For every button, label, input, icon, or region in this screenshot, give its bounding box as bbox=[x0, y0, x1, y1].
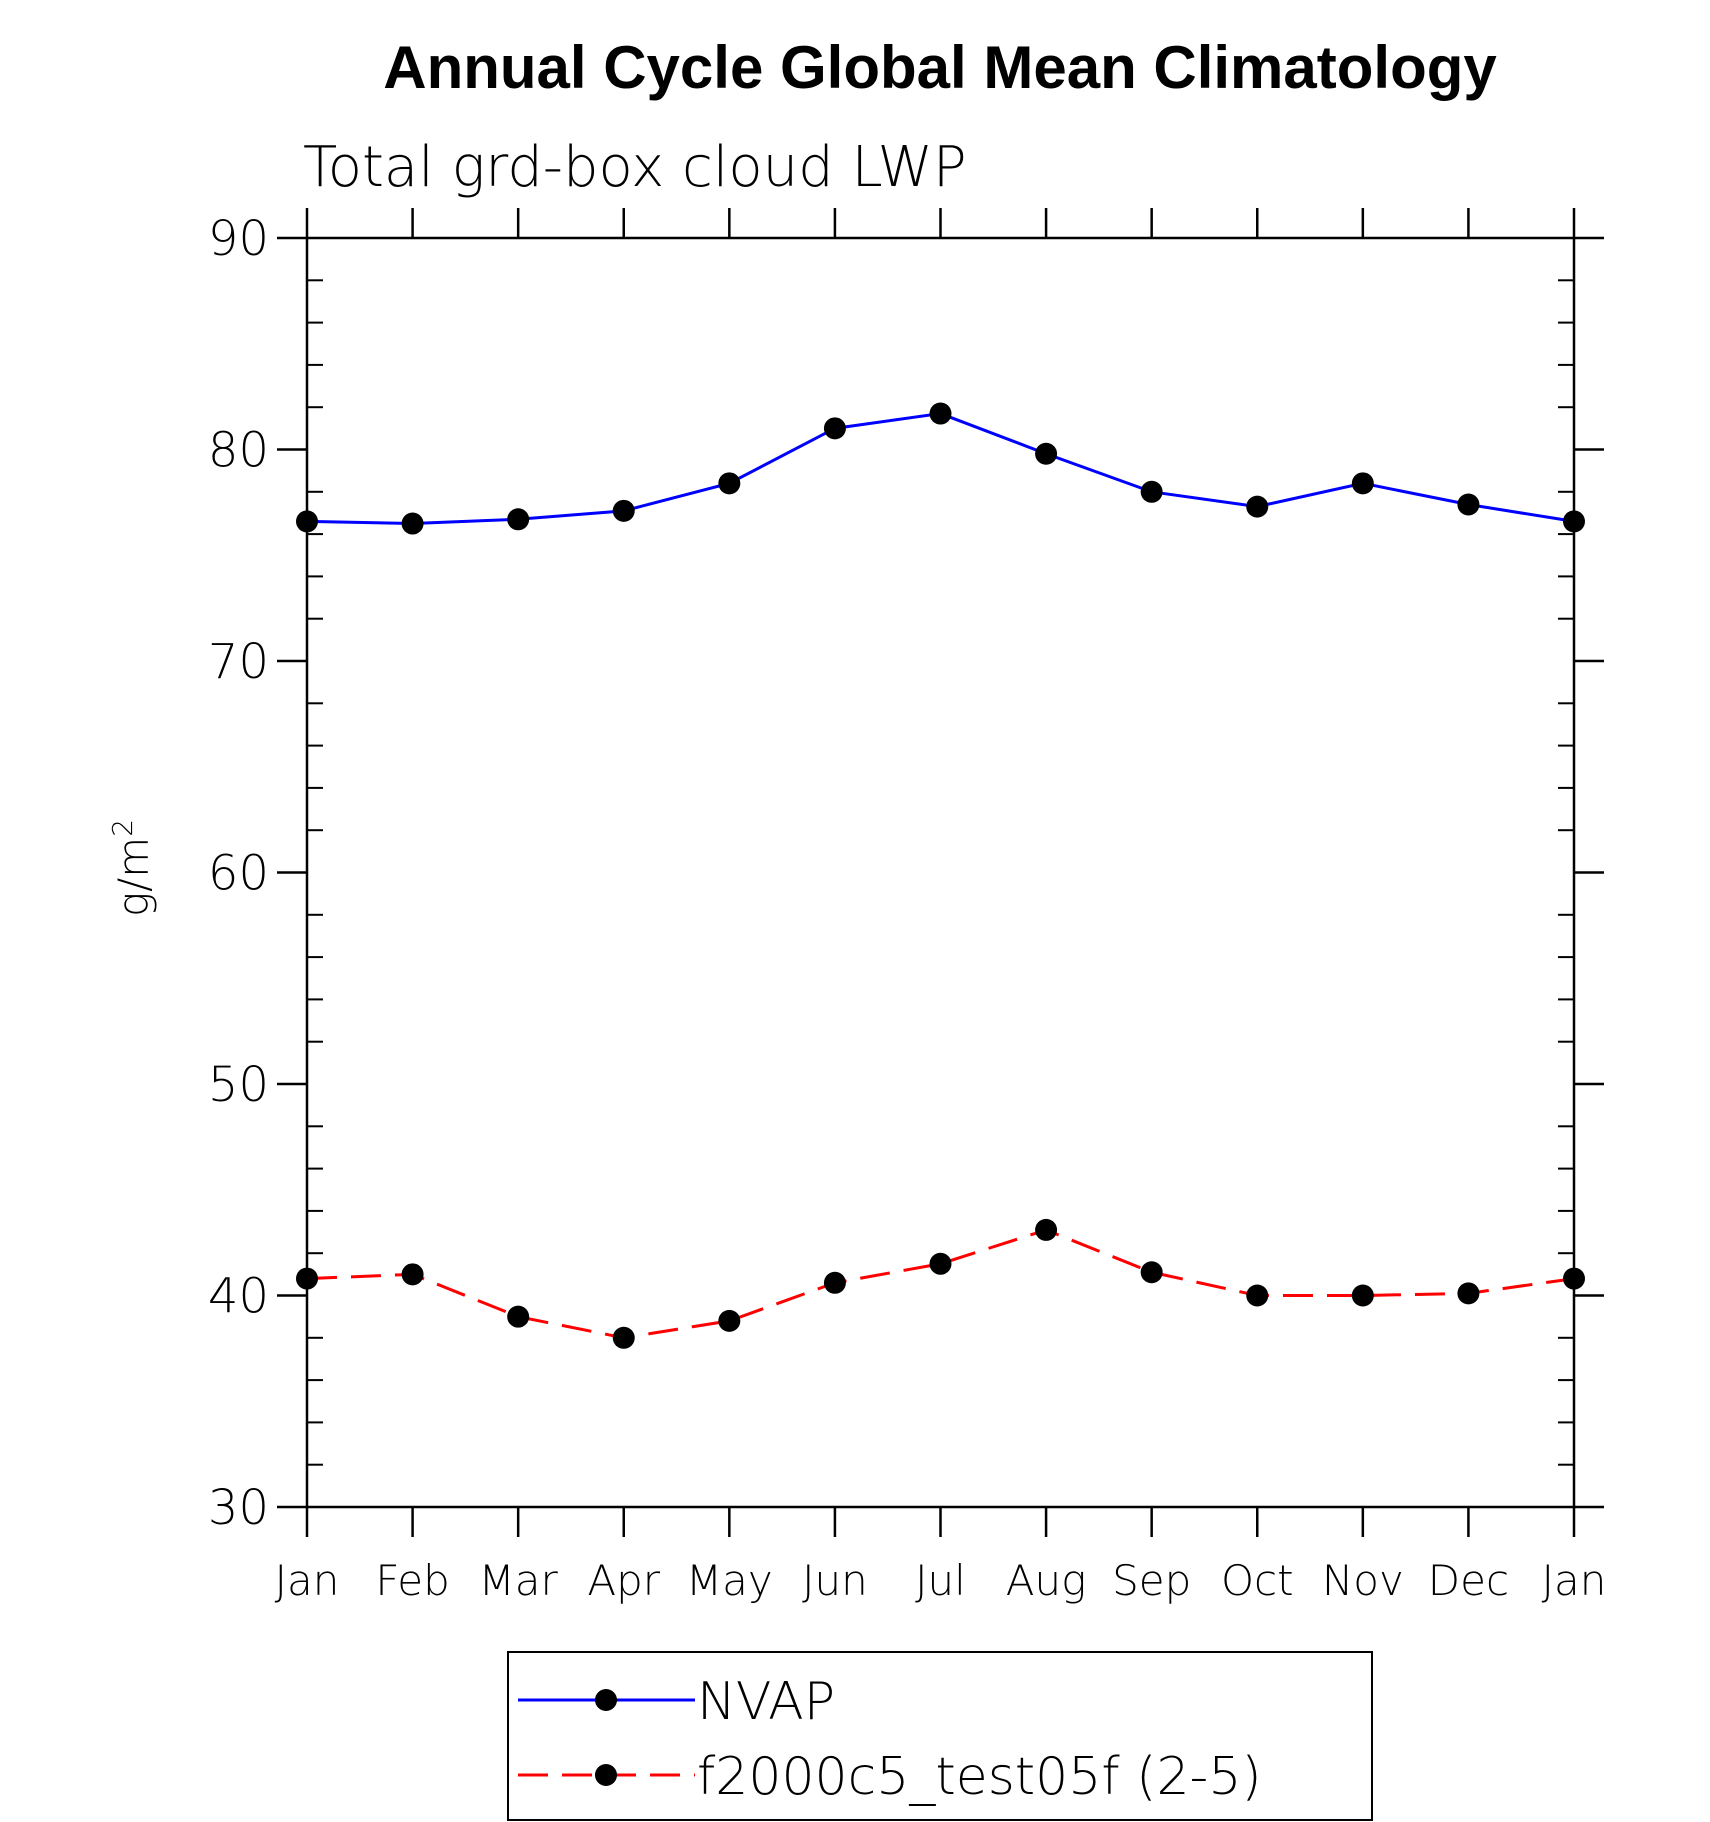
chart-subtitle: Total grd-box cloud LWP bbox=[303, 135, 967, 200]
series-line-1 bbox=[306, 412, 1575, 526]
series-1-point bbox=[929, 402, 952, 425]
legend-marker-2 bbox=[595, 1764, 617, 1786]
y-tick-label: 60 bbox=[208, 846, 269, 902]
series-1-point bbox=[507, 508, 530, 531]
series-2-point bbox=[296, 1267, 318, 1290]
y-tick-label: 80 bbox=[208, 423, 269, 479]
series-1-point bbox=[612, 499, 635, 522]
series-2-point bbox=[1246, 1284, 1269, 1307]
x-tick-label: Aug bbox=[1006, 1556, 1087, 1605]
x-tick-label: Apr bbox=[587, 1556, 660, 1605]
series-2-point bbox=[823, 1271, 846, 1294]
plot-frame bbox=[305, 236, 1576, 1509]
chart-title: Annual Cycle Global Mean Climatology bbox=[383, 34, 1497, 101]
legend-box bbox=[507, 1651, 1373, 1821]
series-2-point bbox=[718, 1309, 741, 1332]
series-1-point bbox=[401, 512, 424, 535]
x-tick-label: Jan bbox=[275, 1556, 340, 1605]
legend-marker-1 bbox=[595, 1689, 617, 1711]
y-axis-label-base: g/m bbox=[109, 837, 158, 917]
series-1-point bbox=[296, 510, 318, 533]
x-tick-label: Nov bbox=[1322, 1556, 1404, 1605]
y-axis-label: g/m2 bbox=[106, 819, 158, 917]
x-tick-label: May bbox=[686, 1556, 773, 1605]
y-tick-label: 70 bbox=[208, 634, 269, 690]
y-tick-label: 90 bbox=[208, 211, 269, 267]
y-tick-label: 40 bbox=[208, 1269, 269, 1325]
series-2-point bbox=[929, 1252, 952, 1275]
series-1-point bbox=[1140, 480, 1163, 503]
legend-label-2: f2000c5_test05f (2-5) bbox=[697, 1747, 1262, 1807]
axes: Jan Feb Mar Apr May Jun Jul Aug Sep Oct Nov Dec Jan3… bbox=[208, 208, 1606, 1605]
series-2-point bbox=[1563, 1267, 1585, 1290]
x-tick-label: Jan bbox=[1542, 1556, 1607, 1605]
x-tick-label: Jun bbox=[802, 1556, 868, 1605]
series-2-point bbox=[1035, 1218, 1058, 1241]
y-tick-label: 50 bbox=[208, 1057, 269, 1113]
series-2-point bbox=[1140, 1261, 1163, 1284]
data-series bbox=[296, 402, 1585, 1349]
legend: NVAP f2000c5_test05f (2-5) bbox=[507, 1651, 1373, 1821]
series-2-point bbox=[1351, 1284, 1374, 1307]
x-tick-label: Oct bbox=[1221, 1556, 1294, 1605]
series-1-point bbox=[1035, 442, 1058, 465]
legend-label-1: NVAP bbox=[697, 1672, 835, 1732]
series-1-point bbox=[1246, 495, 1269, 518]
series-2-point bbox=[612, 1326, 635, 1349]
series-1-point bbox=[1457, 493, 1480, 516]
series-line-2 bbox=[306, 1228, 1575, 1340]
series-2-point bbox=[507, 1305, 530, 1328]
y-axis-label-superscript: 2 bbox=[106, 819, 139, 837]
x-tick-label: Mar bbox=[479, 1556, 559, 1605]
x-tick-label: Dec bbox=[1428, 1556, 1509, 1605]
series-1-point bbox=[718, 472, 741, 495]
series-2-point bbox=[401, 1263, 424, 1286]
x-tick-label: Sep bbox=[1112, 1556, 1191, 1605]
x-tick-label: Jul bbox=[915, 1556, 966, 1605]
series-1-point bbox=[1351, 472, 1374, 495]
series-1-point bbox=[1563, 510, 1585, 533]
series-1-point bbox=[823, 417, 846, 440]
x-tick-label: Feb bbox=[375, 1556, 449, 1605]
y-tick-label: 30 bbox=[208, 1480, 269, 1536]
series-2-point bbox=[1457, 1282, 1480, 1305]
